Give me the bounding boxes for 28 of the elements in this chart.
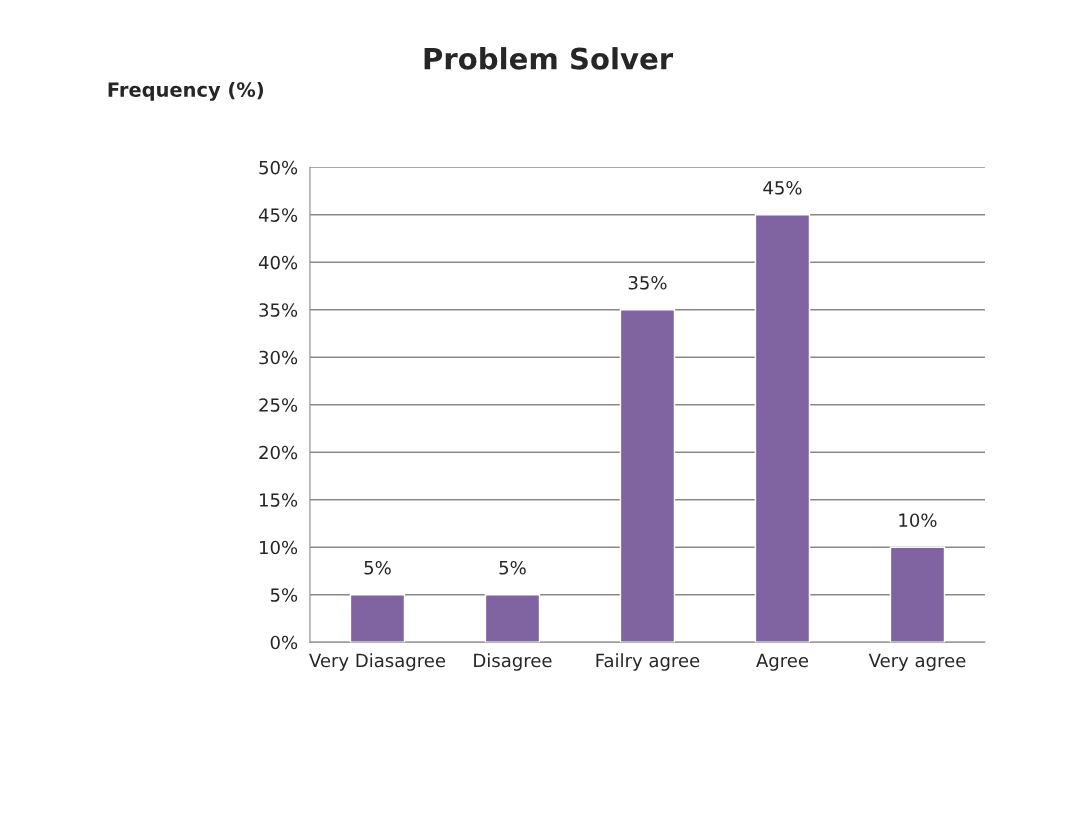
y-tick-label: 40% bbox=[258, 255, 298, 270]
x-tick-label: Very Diasagree bbox=[309, 653, 446, 671]
x-tick-label: Disagree bbox=[474, 653, 552, 671]
y-tick-label: 15% bbox=[260, 493, 298, 507]
data-label: 5% bbox=[364, 560, 391, 575]
y-tick-label: 50% bbox=[259, 160, 298, 175]
bar bbox=[619, 309, 676, 643]
y-tick-label: 10% bbox=[260, 540, 298, 555]
y-tick-label: 25% bbox=[259, 398, 298, 412]
bar bbox=[754, 214, 811, 643]
x-tick-label: Very agree bbox=[868, 653, 966, 671]
x-tick-label: Agree bbox=[756, 653, 809, 671]
bar bbox=[889, 546, 946, 643]
y-tick-label: 35% bbox=[259, 303, 298, 317]
y-axis-title: Frequency (%) bbox=[108, 81, 264, 101]
y-tick-label: 30% bbox=[259, 350, 298, 365]
bar bbox=[349, 594, 406, 643]
y-tick-label: 45% bbox=[258, 208, 298, 222]
chart-title: Problem Solver bbox=[424, 47, 674, 70]
y-tick-label: 0% bbox=[270, 635, 298, 650]
data-label: 10% bbox=[899, 513, 937, 528]
y-tick-label: 20% bbox=[259, 445, 298, 460]
data-label: 5% bbox=[499, 560, 526, 575]
x-tick-label: Failry agree bbox=[596, 653, 700, 671]
data-label: 45% bbox=[763, 180, 802, 195]
bar bbox=[484, 594, 541, 643]
y-tick-label: 5% bbox=[270, 588, 298, 602]
data-label: 35% bbox=[628, 275, 667, 290]
